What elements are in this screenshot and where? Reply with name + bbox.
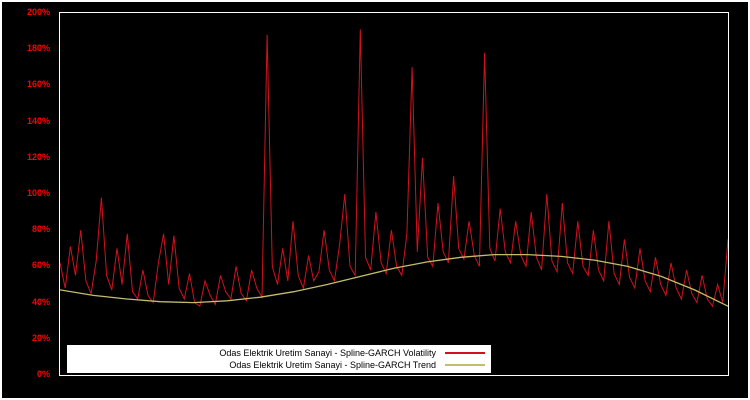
y-tick-label: 0% bbox=[36, 369, 50, 379]
legend: Odas Elektrik Uretim Sanayi - Spline-GAR… bbox=[67, 345, 491, 373]
volatility-line-swatch bbox=[445, 352, 485, 354]
legend-label-volatility: Odas Elektrik Uretim Sanayi - Spline-GAR… bbox=[219, 348, 436, 358]
y-tick-label: 20% bbox=[31, 332, 50, 343]
y-tick-label: 40% bbox=[31, 296, 50, 307]
y-tick-label: 140% bbox=[26, 115, 50, 126]
y-tick-label: 180% bbox=[26, 43, 50, 54]
y-tick-label: 80% bbox=[31, 224, 50, 235]
y-tick-label: 120% bbox=[26, 151, 50, 162]
legend-item-trend: Odas Elektrik Uretim Sanayi - Spline-GAR… bbox=[73, 359, 485, 371]
legend-item-volatility: Odas Elektrik Uretim Sanayi - Spline-GAR… bbox=[73, 347, 485, 359]
trend-line bbox=[60, 253, 728, 307]
plot-area: Odas Elektrik Uretim Sanayi - Spline-GAR… bbox=[59, 12, 729, 376]
trend-line-swatch bbox=[445, 364, 485, 366]
legend-label-trend: Odas Elektrik Uretim Sanayi - Spline-GAR… bbox=[229, 360, 436, 370]
volatility-line bbox=[60, 29, 728, 308]
y-tick-label: 160% bbox=[26, 79, 50, 90]
chart-lines bbox=[60, 29, 728, 308]
y-tick-label: 60% bbox=[31, 260, 50, 271]
y-tick-label: 100% bbox=[26, 188, 50, 198]
y-tick-label: 200% bbox=[26, 7, 50, 17]
y-axis: 0% 20% 40% 60% 80% 100% 120% 140% 160% 180% 200% bbox=[2, 7, 54, 379]
